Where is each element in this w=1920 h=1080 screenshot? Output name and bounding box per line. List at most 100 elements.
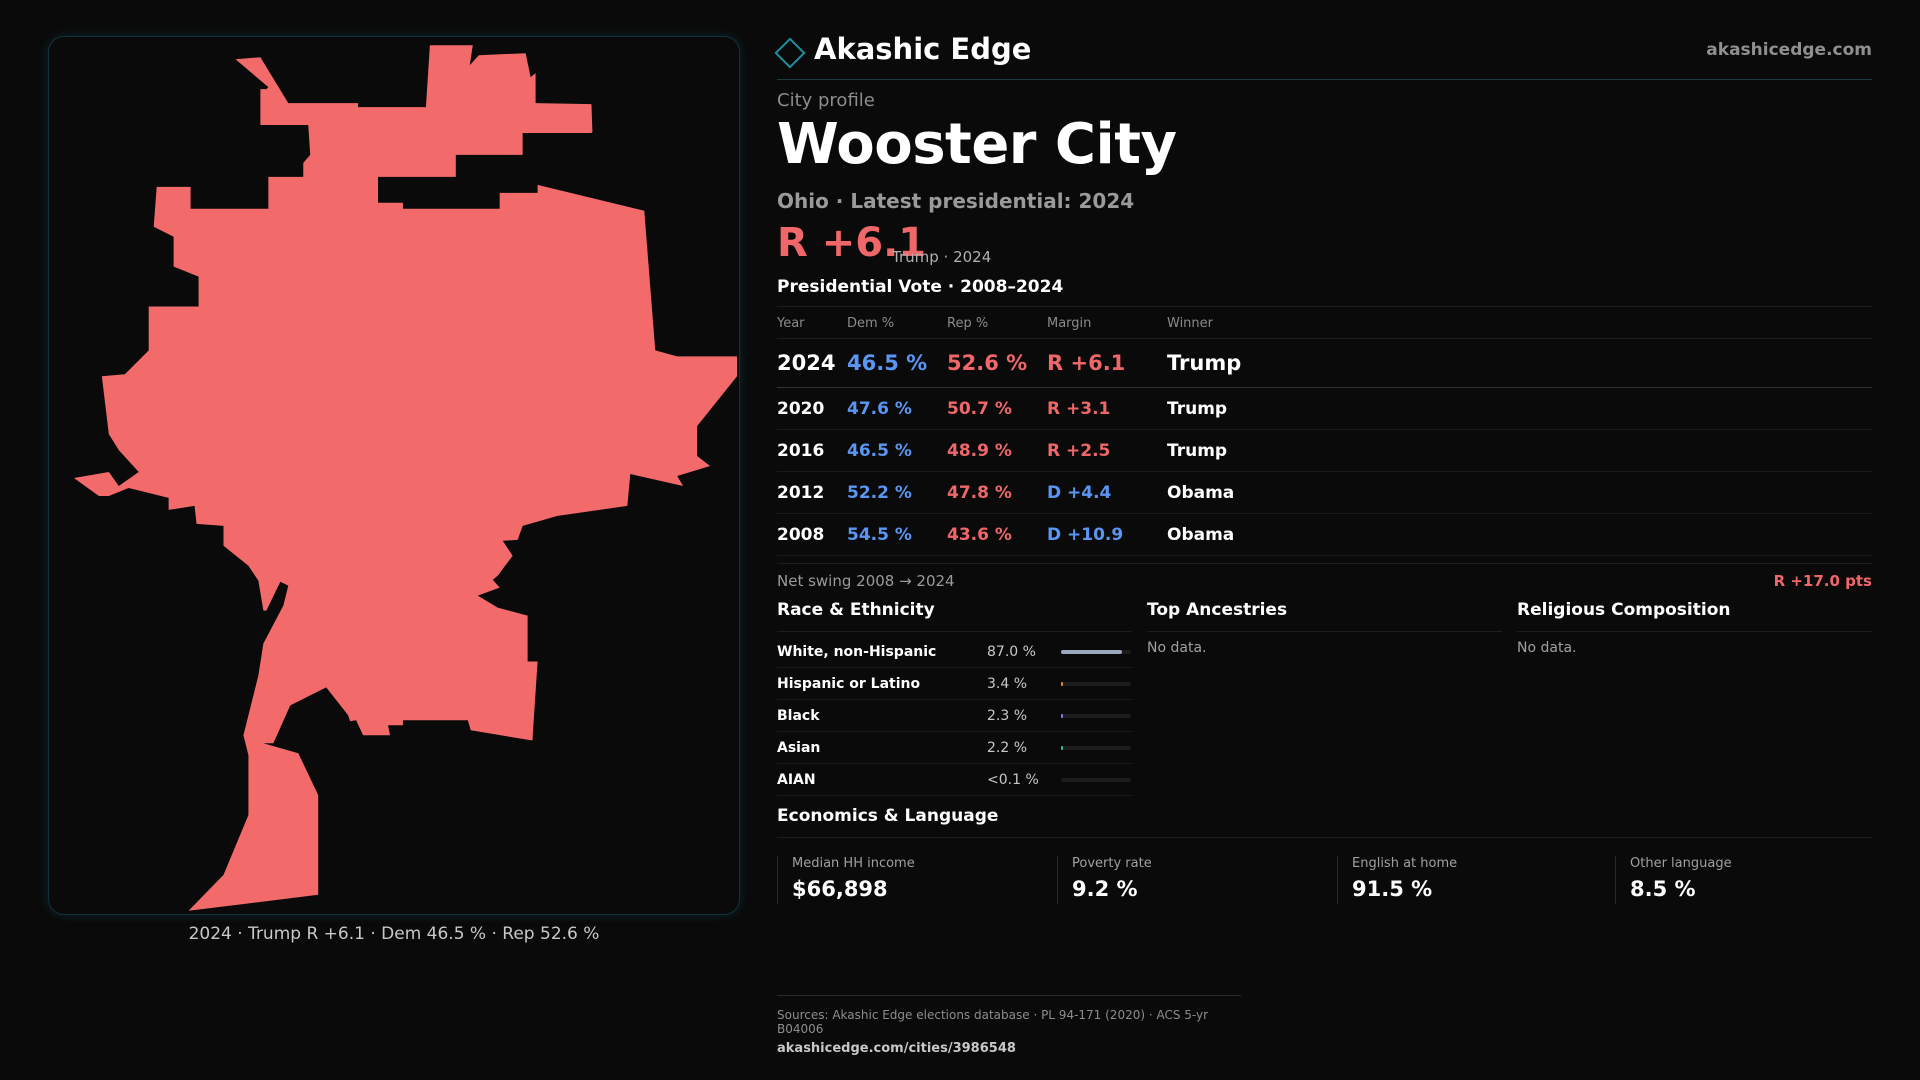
table-row: 2012 52.2 % 47.8 % D +4.4 Obama bbox=[777, 472, 1872, 514]
cell-winner: Obama bbox=[1167, 483, 1235, 503]
cell-year: 2016 bbox=[777, 441, 825, 461]
footer: Sources: Akashic Edge elections database… bbox=[777, 995, 1241, 1056]
cell-dem: 46.5 % bbox=[847, 441, 912, 461]
stat-label: Other language bbox=[1630, 856, 1732, 871]
race-bar-fill bbox=[1061, 650, 1122, 654]
stat-value: $66,898 bbox=[792, 877, 888, 901]
city-map bbox=[48, 36, 740, 915]
religion-panel: Religious Composition No data. bbox=[1517, 600, 1872, 656]
ancestries-empty: No data. bbox=[1147, 640, 1207, 656]
cell-winner: Obama bbox=[1167, 525, 1235, 545]
cell-dem: 52.2 % bbox=[847, 483, 912, 503]
net-swing-label: Net swing 2008 → 2024 bbox=[777, 572, 955, 590]
cell-year: 2024 bbox=[777, 351, 836, 375]
col-dem: Dem % bbox=[847, 316, 895, 331]
cell-dem: 54.5 % bbox=[847, 525, 912, 545]
race-row: AIAN <0.1 % bbox=[777, 764, 1132, 796]
brand-name: Akashic Edge bbox=[814, 32, 1032, 66]
profile-panel: Akashic Edge akashicedge.com City profil… bbox=[774, 0, 1872, 1080]
race-value: 2.2 % bbox=[987, 740, 1028, 756]
race-bar-fill bbox=[1061, 746, 1063, 750]
race-label: Hispanic or Latino bbox=[777, 676, 921, 692]
cell-year: 2020 bbox=[777, 399, 825, 419]
cell-rep: 43.6 % bbox=[947, 525, 1012, 545]
map-caption: 2024 · Trump R +6.1 · Dem 46.5 % · Rep 5… bbox=[188, 924, 600, 944]
footer-url-link[interactable]: akashicedge.com/cities/3986548 bbox=[777, 1041, 1016, 1056]
cell-rep: 52.6 % bbox=[947, 351, 1028, 375]
race-value: 87.0 % bbox=[987, 644, 1036, 660]
city-boundary-shape bbox=[73, 45, 738, 911]
stat-label: Median HH income bbox=[792, 856, 915, 871]
table-row: 2024 46.5 % 52.6 % R +6.1 Trump bbox=[777, 339, 1872, 388]
net-swing-value: R +17.0 pts bbox=[1773, 572, 1872, 590]
table-row: 2020 47.6 % 50.7 % R +3.1 Trump bbox=[777, 388, 1872, 430]
stat-other-language: Other language 8.5 % bbox=[1615, 856, 1732, 904]
race-value: 2.3 % bbox=[987, 708, 1028, 724]
race-value: 3.4 % bbox=[987, 676, 1028, 692]
site-domain-link[interactable]: akashicedge.com bbox=[1706, 40, 1872, 60]
race-row: White, non-Hispanic 87.0 % bbox=[777, 636, 1132, 668]
cell-year: 2012 bbox=[777, 483, 825, 503]
cell-winner: Trump bbox=[1167, 441, 1228, 461]
cell-rep: 50.7 % bbox=[947, 399, 1012, 419]
race-bar-track bbox=[1061, 714, 1131, 718]
religion-title: Religious Composition bbox=[1517, 600, 1872, 632]
stat-label: Poverty rate bbox=[1072, 856, 1152, 871]
cell-dem: 47.6 % bbox=[847, 399, 912, 419]
race-label: AIAN bbox=[777, 772, 816, 788]
race-row: Black 2.3 % bbox=[777, 700, 1132, 732]
headline-note: Trump · 2024 bbox=[892, 248, 992, 266]
headline-margin: R +6.1 bbox=[777, 220, 927, 266]
cell-margin: R +3.1 bbox=[1047, 399, 1111, 419]
net-swing: Net swing 2008 → 2024 R +17.0 pts bbox=[777, 563, 1872, 593]
cell-margin: D +10.9 bbox=[1047, 525, 1124, 545]
race-row: Asian 2.2 % bbox=[777, 732, 1132, 764]
page-subtitle: Ohio · Latest presidential: 2024 bbox=[777, 189, 1135, 213]
cell-margin: R +2.5 bbox=[1047, 441, 1111, 461]
cell-margin: D +4.4 bbox=[1047, 483, 1112, 503]
stat-english-home: English at home 91.5 % bbox=[1337, 856, 1457, 904]
vote-table-header: Year Dem % Rep % Margin Winner bbox=[777, 307, 1872, 339]
table-row: 2016 46.5 % 48.9 % R +2.5 Trump bbox=[777, 430, 1872, 472]
stat-median-income: Median HH income $66,898 bbox=[777, 856, 915, 904]
race-title: Race & Ethnicity bbox=[777, 600, 1132, 632]
page-kicker: City profile bbox=[777, 90, 875, 111]
cell-year: 2008 bbox=[777, 525, 825, 545]
race-row: Hispanic or Latino 3.4 % bbox=[777, 668, 1132, 700]
cell-winner: Trump bbox=[1167, 399, 1228, 419]
footer-sources: Sources: Akashic Edge elections database… bbox=[777, 1008, 1209, 1036]
cell-dem: 46.5 % bbox=[847, 351, 928, 375]
table-row: 2008 54.5 % 43.6 % D +10.9 Obama bbox=[777, 514, 1872, 556]
cell-winner: Trump bbox=[1167, 351, 1242, 375]
cell-margin: R +6.1 bbox=[1047, 351, 1126, 375]
vote-table: Year Dem % Rep % Margin Winner 2024 46.5… bbox=[777, 306, 1872, 556]
city-boundary-map bbox=[73, 45, 738, 911]
race-bar-track bbox=[1061, 682, 1131, 686]
cell-rep: 48.9 % bbox=[947, 441, 1012, 461]
race-label: White, non-Hispanic bbox=[777, 644, 937, 660]
col-rep: Rep % bbox=[947, 316, 989, 331]
race-bar-track bbox=[1061, 746, 1131, 750]
race-label: Asian bbox=[777, 740, 821, 756]
religion-empty: No data. bbox=[1517, 640, 1577, 656]
page-title: Wooster City bbox=[777, 112, 1177, 177]
race-label: Black bbox=[777, 708, 820, 724]
stat-label: English at home bbox=[1352, 856, 1458, 871]
race-value: <0.1 % bbox=[987, 772, 1039, 788]
cell-rep: 47.8 % bbox=[947, 483, 1012, 503]
header: Akashic Edge akashicedge.com bbox=[774, 30, 1872, 80]
stat-value: 9.2 % bbox=[1072, 877, 1138, 901]
col-margin: Margin bbox=[1047, 316, 1092, 331]
diamond-logo-icon bbox=[774, 37, 806, 69]
ancestries-title: Top Ancestries bbox=[1147, 600, 1502, 632]
race-panel: Race & Ethnicity White, non-Hispanic 87.… bbox=[777, 600, 1132, 796]
col-winner: Winner bbox=[1167, 316, 1214, 331]
stat-poverty-rate: Poverty rate 9.2 % bbox=[1057, 856, 1152, 904]
vote-section-title: Presidential Vote · 2008–2024 bbox=[777, 277, 1064, 297]
race-bar-fill bbox=[1061, 714, 1063, 718]
economics-title: Economics & Language bbox=[777, 806, 1872, 838]
race-bar-fill bbox=[1061, 682, 1063, 686]
stat-value: 91.5 % bbox=[1352, 877, 1433, 901]
race-bar-track bbox=[1061, 650, 1131, 654]
ancestries-panel: Top Ancestries No data. bbox=[1147, 600, 1502, 656]
